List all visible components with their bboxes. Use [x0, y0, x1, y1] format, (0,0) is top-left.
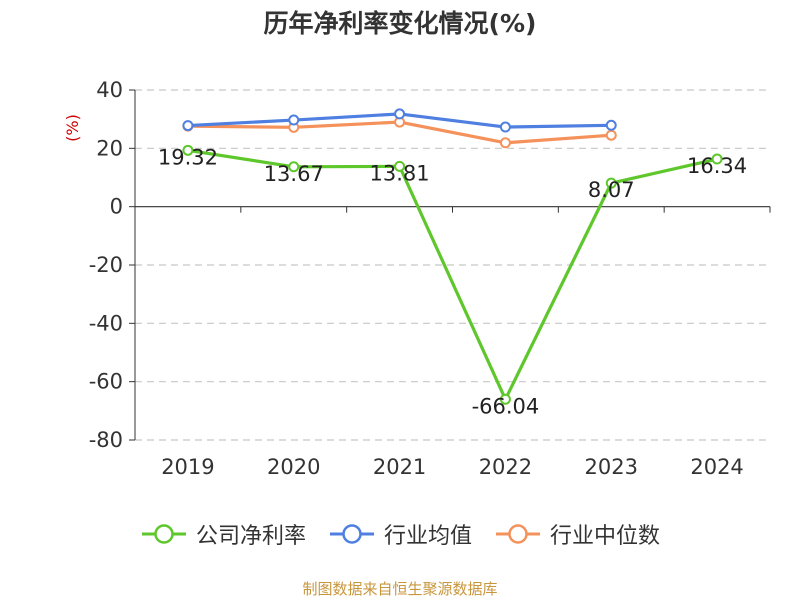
legend-swatch-icon: [329, 524, 374, 544]
y-tick-label: 40: [96, 78, 123, 102]
x-tick-label: 2020: [267, 455, 320, 479]
legend: 公司净利率 行业均值 行业中位数: [0, 518, 800, 550]
series-line: [186, 148, 719, 401]
legend-swatch-icon: [496, 524, 540, 544]
data-point: [499, 121, 511, 133]
data-point: [711, 153, 723, 165]
data-label: 8.07: [588, 178, 635, 202]
x-tick-label: 2024: [690, 455, 743, 479]
data-label: -66.04: [472, 394, 540, 418]
data-point: [182, 120, 194, 132]
legend-swatch-icon: [141, 524, 186, 544]
data-point: [605, 177, 617, 189]
data-labels: 19.32 13.67 13.81 -66.04 8.07 16.34: [158, 145, 747, 418]
data-label: 19.32: [158, 145, 218, 169]
y-tick-label: -80: [89, 428, 123, 452]
data-point: [182, 144, 194, 156]
legend-item[interactable]: 行业中位数: [494, 518, 660, 550]
y-tick-label: -20: [89, 253, 123, 277]
y-axis-unit: (%): [63, 114, 82, 142]
legend-label: 公司净利率: [195, 524, 306, 549]
y-tick-label: -40: [89, 311, 123, 335]
x-tick-label: 2022: [479, 455, 532, 479]
source-note: 制图数据来自恒生聚源数据库: [302, 580, 498, 598]
x-tick-label: 2023: [585, 455, 638, 479]
data-label: 13.81: [370, 161, 430, 185]
data-point: [605, 129, 617, 141]
legend-label: 行业均值: [383, 524, 472, 549]
data-point: [288, 114, 300, 126]
data-point: [499, 393, 511, 405]
series-lines: [182, 108, 723, 405]
x-tick-label: 2021: [373, 455, 426, 479]
data-point: [394, 160, 406, 172]
axes: 40 20 0 -20 -40 -60 -80 2019 2020 2021 2022 2023 202…: [63, 78, 771, 479]
data-point: [394, 108, 406, 120]
x-tick-label: 2019: [161, 455, 214, 479]
legend-item[interactable]: 公司净利率: [140, 518, 306, 550]
legend-label: 行业中位数: [550, 524, 661, 549]
data-point: [288, 161, 300, 173]
data-label: 16.34: [687, 154, 747, 178]
chart-title: 历年净利率变化情况(%): [263, 9, 537, 38]
grid-lines: [135, 89, 770, 441]
y-tick-label: -60: [89, 370, 123, 394]
data-point: [605, 119, 617, 131]
y-tick-label: 0: [110, 195, 123, 219]
data-point: [499, 137, 511, 149]
legend-item[interactable]: 行业均值: [328, 518, 472, 550]
y-tick-label: 20: [96, 136, 123, 160]
data-label: 13.67: [264, 162, 324, 186]
